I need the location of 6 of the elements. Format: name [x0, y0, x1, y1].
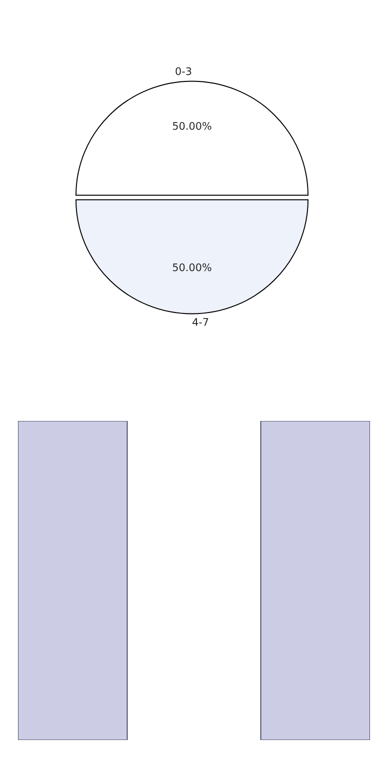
slice-label: 4-7 [192, 318, 208, 326]
pie-slice [76, 199, 308, 314]
data-label: 50.00% [172, 263, 212, 272]
pie-slice [76, 80, 308, 196]
data-label: 50.00% [172, 122, 212, 130]
slice-label: 0-3 [176, 67, 192, 76]
